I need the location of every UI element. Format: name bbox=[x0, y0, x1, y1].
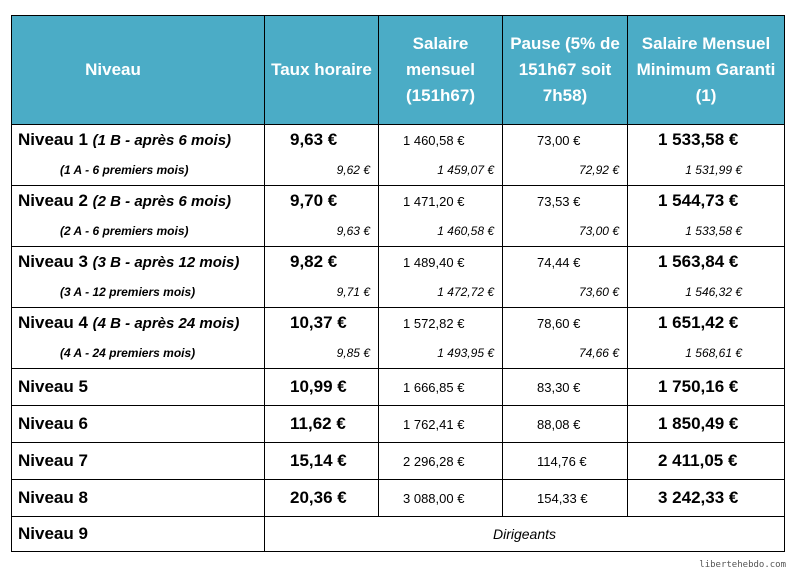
pause-cell: 88,08 € bbox=[502, 405, 628, 443]
garanti-cell: 2 411,05 € bbox=[627, 442, 785, 480]
garanti-cell: 1 850,49 € bbox=[627, 405, 785, 443]
sub-pause-cell: 72,92 € bbox=[502, 155, 628, 186]
header-pause: Pause (5% de 151h67 soit 7h58) bbox=[502, 15, 628, 125]
sub-level-note: (1 A - 6 premiers mois) bbox=[11, 155, 265, 186]
level-cell: Niveau 4 (4 B - après 24 mois) bbox=[11, 307, 265, 338]
sub-garanti-cell: 1 546,32 € bbox=[627, 277, 785, 308]
table-subrow: (2 A - 6 premiers mois) 9,63 €1 460,58 €7… bbox=[11, 216, 785, 247]
pause-cell: 154,33 € bbox=[502, 479, 628, 517]
level-cell: Niveau 2 (2 B - après 6 mois) bbox=[11, 185, 265, 216]
salaire-cell: 3 088,00 € bbox=[378, 479, 503, 517]
sub-level-note: (2 A - 6 premiers mois) bbox=[11, 216, 265, 247]
sub-salaire-cell: 1 493,95 € bbox=[378, 338, 503, 369]
level-cell: Niveau 1 (1 B - après 6 mois) bbox=[11, 124, 265, 155]
taux-cell: 11,62 € bbox=[264, 405, 379, 443]
garanti-cell: 1 544,73 € bbox=[627, 185, 785, 216]
pause-cell: 74,44 € bbox=[502, 246, 628, 277]
header-niveau: Niveau bbox=[11, 15, 265, 125]
watermark: libertehebdo.com bbox=[699, 560, 786, 570]
garanti-cell: 1 563,84 € bbox=[627, 246, 785, 277]
sub-pause-cell: 74,66 € bbox=[502, 338, 628, 369]
header-taux: Taux horaire bbox=[264, 15, 379, 125]
table-row: Niveau 3 (3 B - après 12 mois) 9,82 €1 48… bbox=[11, 246, 785, 277]
level-label: Niveau 3 bbox=[18, 252, 93, 271]
sub-pause-cell: 73,00 € bbox=[502, 216, 628, 247]
level-cell: Niveau 9 bbox=[11, 516, 265, 552]
salaire-cell: 1 572,82 € bbox=[378, 307, 503, 338]
sub-taux-cell: 9,85 € bbox=[264, 338, 379, 369]
table-row: Niveau 8 20,36 €3 088,00 €154,33 €3 242,3… bbox=[11, 479, 785, 517]
level-cell: Niveau 5 bbox=[11, 368, 265, 406]
sub-garanti-cell: 1 531,99 € bbox=[627, 155, 785, 186]
taux-cell: 10,99 € bbox=[264, 368, 379, 406]
level-label: Niveau 2 bbox=[18, 191, 93, 210]
level-cell: Niveau 8 bbox=[11, 479, 265, 517]
salaire-cell: 1 471,20 € bbox=[378, 185, 503, 216]
level-label: Niveau 1 bbox=[18, 130, 93, 149]
sub-taux-cell: 9,62 € bbox=[264, 155, 379, 186]
table-subrow: (4 A - 24 premiers mois) 9,85 €1 493,95 €… bbox=[11, 338, 785, 369]
header-garanti: Salaire Mensuel Minimum Garanti (1) bbox=[627, 15, 785, 125]
sub-level-note: (4 A - 24 premiers mois) bbox=[11, 338, 265, 369]
salaire-cell: 1 489,40 € bbox=[378, 246, 503, 277]
table-row: Niveau 6 11,62 €1 762,41 €88,08 €1 850,49… bbox=[11, 405, 785, 443]
sub-salaire-cell: 1 472,72 € bbox=[378, 277, 503, 308]
salaire-cell: 2 296,28 € bbox=[378, 442, 503, 480]
sub-salaire-cell: 1 460,58 € bbox=[378, 216, 503, 247]
garanti-cell: 1 651,42 € bbox=[627, 307, 785, 338]
table-row: Niveau 5 10,99 €1 666,85 €83,30 €1 750,16… bbox=[11, 368, 785, 406]
salaire-cell: 1 762,41 € bbox=[378, 405, 503, 443]
level-label: Niveau 4 bbox=[18, 313, 93, 332]
sub-salaire-cell: 1 459,07 € bbox=[378, 155, 503, 186]
table-row: Niveau 4 (4 B - après 24 mois) 10,37 €1 5… bbox=[11, 307, 785, 338]
garanti-cell: 1 533,58 € bbox=[627, 124, 785, 155]
sub-level-note: (3 A - 12 premiers mois) bbox=[11, 277, 265, 308]
taux-cell: 9,82 € bbox=[264, 246, 379, 277]
pause-cell: 73,53 € bbox=[502, 185, 628, 216]
taux-cell: 9,63 € bbox=[264, 124, 379, 155]
dirigeants-cell: Dirigeants bbox=[264, 516, 785, 552]
level-note: (2 B - après 6 mois) bbox=[92, 193, 232, 210]
salaire-cell: 1 666,85 € bbox=[378, 368, 503, 406]
table-subrow: (1 A - 6 premiers mois) 9,62 €1 459,07 €7… bbox=[11, 155, 785, 186]
level-cell: Niveau 6 bbox=[11, 405, 265, 443]
pause-cell: 83,30 € bbox=[502, 368, 628, 406]
sub-taux-cell: 9,71 € bbox=[264, 277, 379, 308]
table-row: Niveau 1 (1 B - après 6 mois) 9,63 €1 460… bbox=[11, 124, 785, 155]
garanti-cell: 3 242,33 € bbox=[627, 479, 785, 517]
table-subrow: (3 A - 12 premiers mois) 9,71 €1 472,72 €… bbox=[11, 277, 785, 308]
level-note: (4 B - après 24 mois) bbox=[92, 315, 240, 332]
sub-garanti-cell: 1 568,61 € bbox=[627, 338, 785, 369]
pause-cell: 78,60 € bbox=[502, 307, 628, 338]
table-row: Niveau 7 15,14 €2 296,28 €114,76 €2 411,0… bbox=[11, 442, 785, 480]
header-row: Niveau Taux horaire Salaire mensuel (151… bbox=[11, 15, 785, 125]
level-cell: Niveau 3 (3 B - après 12 mois) bbox=[11, 246, 265, 277]
sub-pause-cell: 73,60 € bbox=[502, 277, 628, 308]
pause-cell: 114,76 € bbox=[502, 442, 628, 480]
level-cell: Niveau 7 bbox=[11, 442, 265, 480]
pause-cell: 73,00 € bbox=[502, 124, 628, 155]
sub-garanti-cell: 1 533,58 € bbox=[627, 216, 785, 247]
level-note: (3 B - après 12 mois) bbox=[92, 254, 240, 271]
garanti-cell: 1 750,16 € bbox=[627, 368, 785, 406]
header-salaire: Salaire mensuel (151h67) bbox=[378, 15, 503, 125]
taux-cell: 20,36 € bbox=[264, 479, 379, 517]
taux-cell: 9,70 € bbox=[264, 185, 379, 216]
taux-cell: 15,14 € bbox=[264, 442, 379, 480]
table-row: Niveau 9 Dirigeants bbox=[11, 516, 785, 552]
table-row: Niveau 2 (2 B - après 6 mois) 9,70 €1 471… bbox=[11, 185, 785, 216]
level-note: (1 B - après 6 mois) bbox=[92, 132, 232, 149]
salary-table: Niveau Taux horaire Salaire mensuel (151… bbox=[11, 15, 785, 552]
salaire-cell: 1 460,58 € bbox=[378, 124, 503, 155]
taux-cell: 10,37 € bbox=[264, 307, 379, 338]
sub-taux-cell: 9,63 € bbox=[264, 216, 379, 247]
